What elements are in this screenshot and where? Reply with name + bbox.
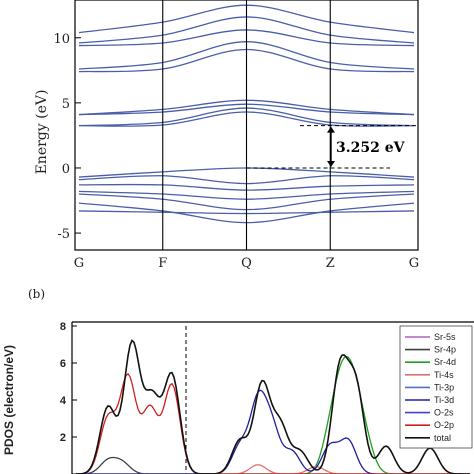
legend-label-ti-4s: Ti-4s — [434, 370, 454, 380]
legend-label-sr-5s: Sr-5s — [434, 332, 456, 342]
legend-label-sr-4d: Sr-4d — [434, 357, 456, 367]
pdos-curve-total — [75, 339, 470, 474]
gap-arrow-head-down-icon — [327, 160, 335, 167]
band-gap-label: 3.252 eV — [336, 140, 406, 156]
pdos-tick-label-4: 4 — [60, 395, 67, 407]
pdos-curve-o-2p — [75, 372, 470, 474]
legend-label-ti-3d: Ti-3d — [434, 395, 454, 405]
k-point-label-0: G — [74, 256, 84, 271]
k-point-label-3: Z — [326, 256, 335, 271]
legend-label-ti-3p: Ti-3p — [434, 382, 454, 392]
energy-tick-label-5: 5 — [62, 97, 70, 112]
pdos-curve-ti-4s — [76, 464, 470, 474]
legend-label-sr-4p: Sr-4p — [434, 345, 456, 355]
k-point-label-2: Q — [241, 256, 252, 271]
k-point-lines — [162, 0, 331, 250]
panel-b-label: (b) — [28, 287, 45, 301]
k-point-label-1: F — [158, 256, 167, 271]
pdos-curve-ti-3d — [76, 389, 470, 474]
legend-label-o-2s: O-2s — [434, 408, 454, 418]
pdos-panel: 2 4 6 8 PDOS (electron/eV) Sr-5s Sr-4p Sr-4d T… — [2, 321, 474, 474]
energy-axis-ticks: -5 0 5 10 — [53, 32, 81, 242]
band-gap-annotation: 3.252 eV — [246, 125, 416, 169]
pdos-tick-label-6: 6 — [60, 358, 66, 370]
energy-axis-label: Energy (eV) — [34, 90, 50, 175]
pdos-axis-label: PDOS (electron/eV) — [2, 345, 16, 455]
band-structure-panel: -5 0 5 10 G F Q Z G Energy (eV) 3.252 eV — [34, 0, 419, 271]
legend-box — [399, 325, 473, 449]
legend-label-o-2p: O-2p — [434, 420, 454, 430]
energy-tick-label-10: 10 — [53, 32, 70, 47]
pdos-tick-label-8: 8 — [60, 321, 66, 333]
pdos-axis-ticks: 2 4 6 8 — [60, 321, 77, 474]
pdos-legend: Sr-5s Sr-4p Sr-4d Ti-4s Ti-3p Ti-3d O-2s O-2p to… — [399, 325, 473, 449]
pdos-tick-label-2: 2 — [60, 432, 66, 444]
legend-label-total: total — [434, 433, 451, 443]
pdos-curves — [75, 339, 470, 474]
k-point-label-4: G — [409, 256, 419, 271]
energy-tick-label--5: -5 — [57, 227, 70, 242]
gap-arrow-head-up-icon — [327, 126, 335, 133]
energy-tick-label-0: 0 — [62, 162, 70, 177]
